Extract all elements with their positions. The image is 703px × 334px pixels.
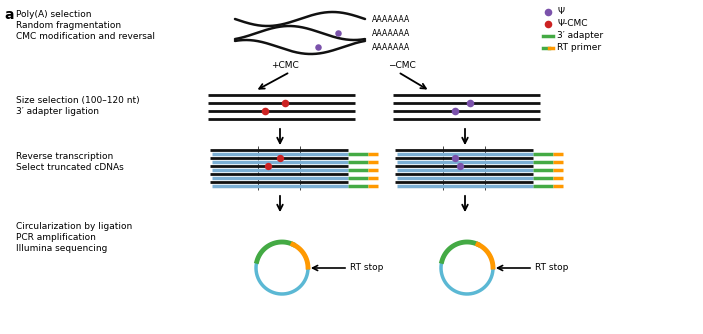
Text: AAAAAAA: AAAAAAA: [372, 28, 411, 37]
Text: Ψ-CMC: Ψ-CMC: [557, 19, 588, 28]
Point: [543, 21, 554, 27]
Text: AAAAAAA: AAAAAAA: [372, 42, 411, 51]
Point: [279, 100, 290, 106]
Text: Illumina sequencing: Illumina sequencing: [16, 244, 108, 253]
Text: Random fragmentation: Random fragmentation: [16, 21, 121, 30]
Text: Circularization by ligation: Circularization by ligation: [16, 222, 132, 231]
Point: [465, 100, 476, 106]
Text: +CMC: +CMC: [271, 61, 299, 70]
Point: [259, 108, 271, 114]
Text: 3′ adapter: 3′ adapter: [557, 31, 603, 40]
Point: [312, 44, 323, 50]
Text: Size selection (100–120 nt): Size selection (100–120 nt): [16, 96, 140, 105]
Text: −CMC: −CMC: [388, 61, 416, 70]
Text: Select truncated cDNAs: Select truncated cDNAs: [16, 163, 124, 172]
Point: [449, 108, 460, 114]
Text: a: a: [4, 8, 13, 22]
Text: 3′ adapter ligation: 3′ adapter ligation: [16, 107, 99, 116]
Text: PCR amplification: PCR amplification: [16, 233, 96, 242]
Point: [333, 30, 344, 36]
Text: AAAAAAA: AAAAAAA: [372, 14, 411, 23]
Text: Poly(A) selection: Poly(A) selection: [16, 10, 91, 19]
Text: RT primer: RT primer: [557, 43, 601, 52]
Text: RT stop: RT stop: [535, 264, 568, 273]
Point: [449, 155, 460, 161]
Text: Reverse transcription: Reverse transcription: [16, 152, 113, 161]
Text: RT stop: RT stop: [350, 264, 383, 273]
Text: CMC modification and reversal: CMC modification and reversal: [16, 32, 155, 41]
Text: Ψ: Ψ: [557, 7, 564, 16]
Point: [543, 9, 554, 15]
Point: [454, 163, 465, 169]
Point: [274, 155, 285, 161]
Point: [262, 163, 273, 169]
